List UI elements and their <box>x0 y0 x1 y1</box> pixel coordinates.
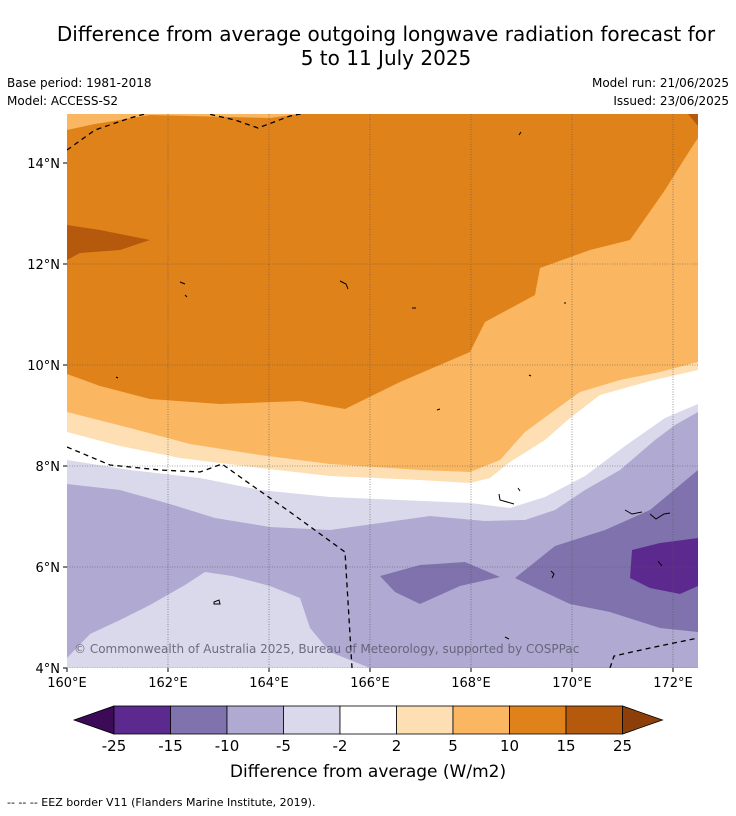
colorbar-extend-low <box>72 705 115 735</box>
band-neg10-neg15-east <box>515 470 698 632</box>
colorbar-tick-label: -5 <box>276 737 291 755</box>
band-neg15-neg25 <box>630 538 698 594</box>
colorbar-extend-high <box>622 705 664 735</box>
colorbar-cell <box>113 705 171 735</box>
island <box>504 636 510 640</box>
issued-date: Issued: 23/06/2025 <box>613 94 729 108</box>
band-neg10-neg15 <box>380 562 500 604</box>
colorbar-cell <box>452 705 510 735</box>
eez-borders <box>67 114 698 668</box>
colorbar-cell <box>283 705 341 735</box>
colorbar-tick-label: 25 <box>613 737 632 755</box>
x-tick-label: 162°E <box>148 676 188 691</box>
island <box>528 374 532 377</box>
meta-right: Model run: 21/06/2025 Issued: 23/06/2025 <box>592 74 729 110</box>
y-tick-label: 8°N <box>36 460 61 475</box>
island <box>339 280 349 290</box>
colorbar-tick-label: -25 <box>102 737 127 755</box>
x-tick-label: 172°E <box>653 676 693 691</box>
base-period: Base period: 1981-2018 <box>7 76 152 90</box>
colorbar-cell <box>226 705 284 735</box>
island <box>649 512 671 520</box>
colorbar: -25 -15 -10 -5 -2 2 5 10 15 25 <box>72 705 664 755</box>
colorbar-tick-label: -2 <box>333 737 348 755</box>
colorbar-cell <box>170 705 228 735</box>
colorbar-tick-label: 15 <box>556 737 575 755</box>
colorbar-tick-label: 2 <box>392 737 402 755</box>
x-tick-label: 166°E <box>350 676 390 691</box>
band-neg5-neg10 <box>67 412 698 668</box>
y-tick-label: 14°N <box>27 157 60 172</box>
island <box>213 599 221 605</box>
eez-border-se <box>609 637 698 668</box>
island <box>436 408 441 411</box>
x-tick-label: 168°E <box>451 676 491 691</box>
title-line-2: 5 to 11 July 2025 <box>300 46 472 70</box>
x-tick-label: 160°E <box>47 676 87 691</box>
y-tick-label: 10°N <box>27 359 60 374</box>
band-15-25-ne <box>688 114 698 126</box>
eez-border-north <box>67 114 304 151</box>
x-tick-label: 170°E <box>552 676 592 691</box>
y-tick-label: 12°N <box>27 258 60 273</box>
copyright-notice: © Commonwealth of Australia 2025, Bureau… <box>74 642 579 656</box>
colorbar-cell <box>396 705 454 735</box>
meta-left: Base period: 1981-2018 Model: ACCESS-S2 <box>7 74 152 110</box>
y-tick-label: 6°N <box>36 561 61 576</box>
colorbar-label: Difference from average (W/m2) <box>229 762 507 782</box>
title-line-1: Difference from average outgoing longwav… <box>56 22 716 46</box>
band-15-25-west <box>67 225 150 260</box>
islands <box>115 131 671 640</box>
eez-border-mid <box>67 446 353 668</box>
colorbar-cell <box>339 705 397 735</box>
band-10-15 <box>67 114 698 409</box>
colorbar-tick-label: -15 <box>158 737 183 755</box>
eez-legend: -- -- -- EEZ border V11 (Flanders Marine… <box>7 796 316 809</box>
island <box>498 493 515 505</box>
map-area <box>67 114 698 668</box>
colorbar-cell <box>509 705 567 735</box>
island <box>115 376 119 379</box>
chart-title: Difference from average outgoing longwav… <box>0 22 736 70</box>
y-axis: 14°N 12°N 10°N 8°N 6°N 4°N <box>27 157 67 677</box>
colorbar-tick-label: -10 <box>215 737 240 755</box>
island <box>624 509 643 515</box>
island <box>184 294 188 298</box>
island <box>550 570 555 579</box>
island <box>179 281 186 285</box>
x-axis: 160°E 162°E 164°E 166°E 168°E 170°E 172°E <box>47 668 693 691</box>
island <box>517 487 521 492</box>
model-name: Model: ACCESS-S2 <box>7 94 119 108</box>
grid-lines <box>67 114 698 668</box>
model-run: Model run: 21/06/2025 <box>591 76 729 90</box>
colorbar-tick-label: 5 <box>448 737 458 755</box>
colorbar-cell <box>565 705 623 735</box>
colorbar-tick-label: 10 <box>500 737 519 755</box>
x-tick-label: 164°E <box>249 676 289 691</box>
y-tick-label: 4°N <box>36 662 61 677</box>
island <box>518 131 522 136</box>
island <box>657 560 663 567</box>
